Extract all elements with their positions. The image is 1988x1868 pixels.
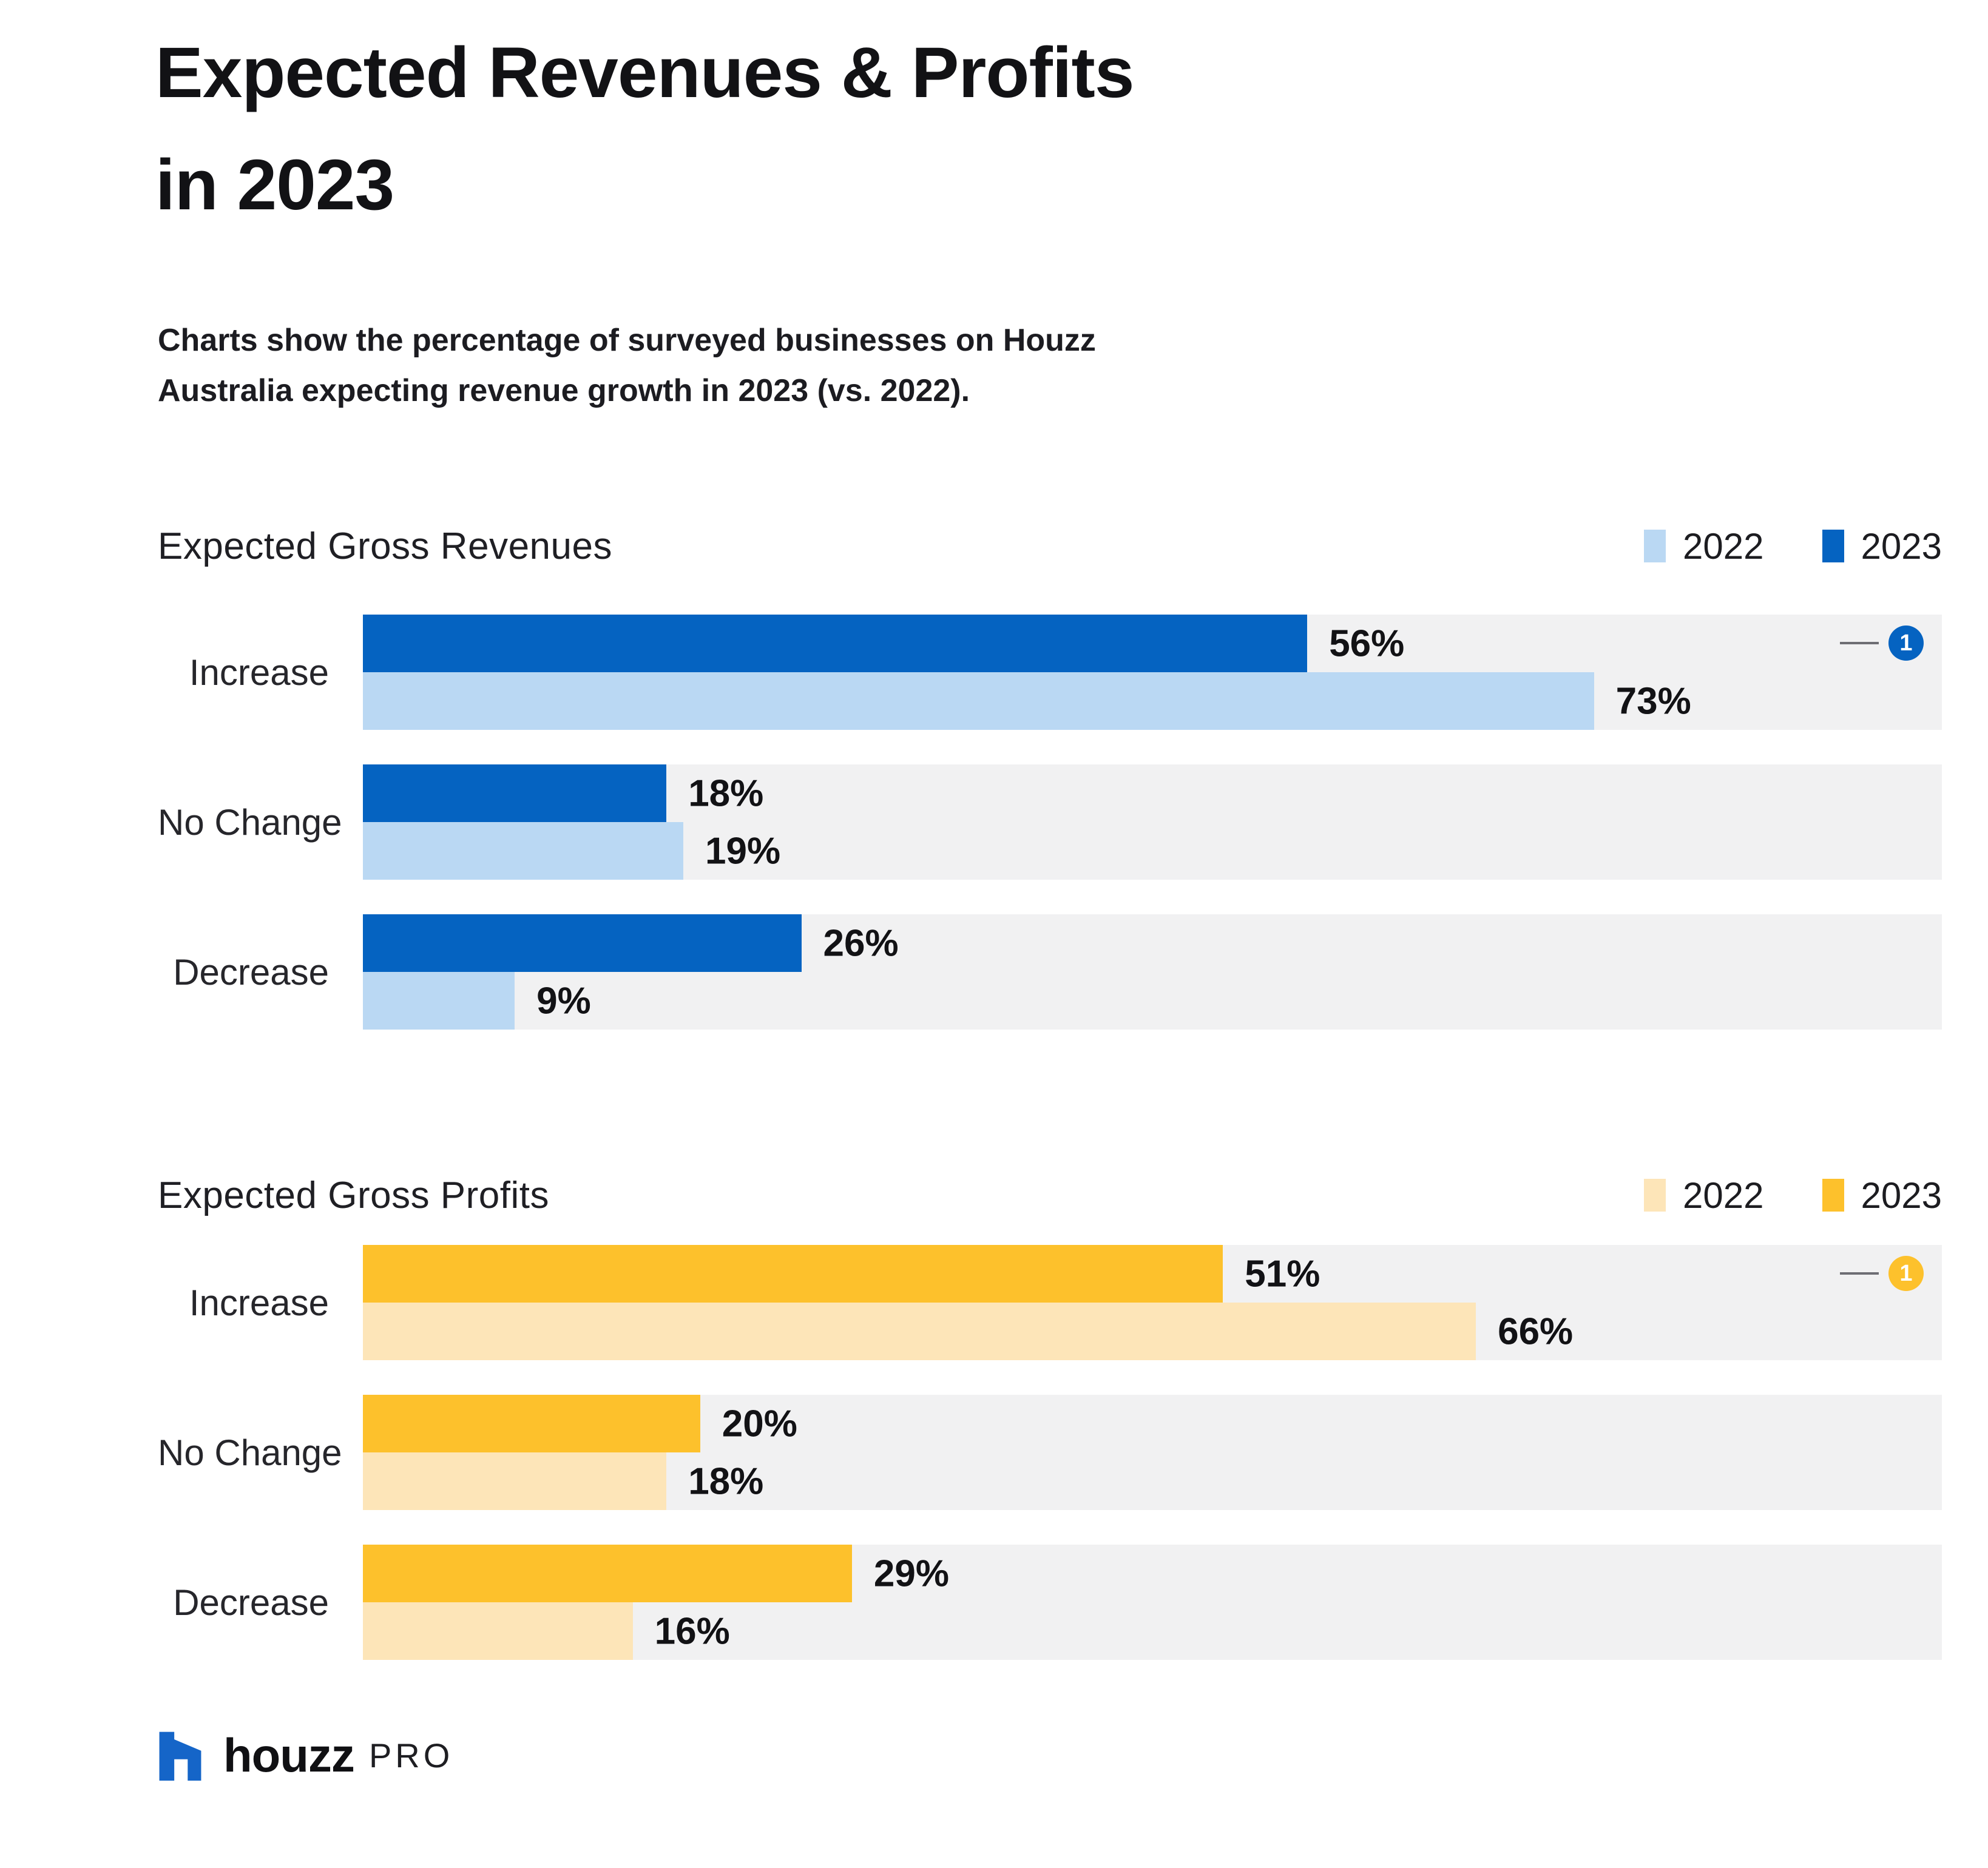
value-label: 73% <box>1615 680 1691 722</box>
bar-track: 51% 66% 1 <box>363 1245 1942 1360</box>
value-label: 26% <box>823 922 899 964</box>
houzz-pro-logo: houzz PRO <box>155 1728 453 1783</box>
bar-track: 20% 18% <box>363 1395 1942 1510</box>
annotation-marker: 1 <box>1840 625 1924 661</box>
bar-2023: 51% <box>363 1245 1320 1303</box>
category-label: Increase <box>189 652 329 693</box>
bar-2022: 9% <box>363 972 591 1030</box>
value-label: 56% <box>1329 622 1405 664</box>
bar-track: 26% 9% <box>363 914 1942 1030</box>
annotation-number-badge: 1 <box>1888 625 1924 661</box>
chart-row-increase: Increase 56% 73% 1 <box>158 615 1942 730</box>
revenues-section-header: Expected Gross Revenues 2022 2023 <box>158 522 1942 570</box>
bar-2022: 18% <box>363 1452 763 1510</box>
category-label: No Change <box>158 1432 342 1473</box>
bar-2023: 56% <box>363 615 1404 672</box>
annotation-number-badge: 1 <box>1888 1256 1924 1291</box>
category-label: Increase <box>189 1282 329 1323</box>
category-label: Decrease <box>173 1582 329 1623</box>
legend-swatch <box>1822 530 1844 562</box>
value-label: 66% <box>1498 1310 1574 1352</box>
page-subtitle: Charts show the percentage of surveyed b… <box>158 323 1096 409</box>
legend-label: 2022 <box>1683 525 1764 567</box>
bar-2023: 29% <box>363 1545 949 1602</box>
legend-label: 2023 <box>1861 1175 1942 1216</box>
value-label: 51% <box>1245 1253 1320 1295</box>
chart-row-increase: Increase 51% 66% 1 <box>158 1245 1942 1360</box>
value-label: 20% <box>722 1403 797 1445</box>
value-label: 19% <box>705 830 781 872</box>
value-label: 29% <box>873 1553 949 1594</box>
legend-label: 2023 <box>1861 525 1942 567</box>
legend-item-2023: 2023 <box>1822 1175 1942 1216</box>
houzz-house-icon <box>159 1731 201 1781</box>
value-label: 18% <box>688 772 764 814</box>
logo-brand-text: houzz <box>223 1728 355 1782</box>
annotation-dash <box>1840 1272 1879 1275</box>
page-title: Expected Revenues & Profits in 2023 <box>155 33 1134 226</box>
bar-2022: 19% <box>363 822 780 880</box>
legend-swatch <box>1644 1179 1666 1212</box>
revenues-chart-rows: Increase 56% 73% 1 No Change 18% 19% Decrease 26… <box>158 615 1942 1030</box>
legend-item-2023: 2023 <box>1822 525 1942 567</box>
bar-track: 29% 16% <box>363 1545 1942 1660</box>
bar-2022: 73% <box>363 672 1691 730</box>
chart-row-no-change: No Change 18% 19% <box>158 764 1942 880</box>
chart-row-decrease: Decrease 29% 16% <box>158 1545 1942 1660</box>
bar-2023: 26% <box>363 914 899 972</box>
profits-section-header: Expected Gross Profits 2022 2023 <box>158 1171 1942 1219</box>
bar-2023: 20% <box>363 1395 797 1452</box>
annotation-marker: 1 <box>1840 1256 1924 1291</box>
legend-swatch <box>1644 530 1666 562</box>
profits-chart-rows: Increase 51% 66% 1 No Change 20% 18% Decrease 29… <box>158 1245 1942 1660</box>
revenues-chart-title: Expected Gross Revenues <box>158 525 612 567</box>
revenues-legend: 2022 2023 <box>1644 525 1942 567</box>
legend-item-2022: 2022 <box>1644 1175 1764 1216</box>
bar-track: 56% 73% 1 <box>363 615 1942 730</box>
category-label: No Change <box>158 801 342 843</box>
bar-2022: 16% <box>363 1602 730 1660</box>
value-label: 18% <box>688 1460 764 1502</box>
profits-legend: 2022 2023 <box>1644 1175 1942 1216</box>
value-label: 9% <box>536 980 591 1022</box>
profits-chart-title: Expected Gross Profits <box>158 1174 550 1216</box>
logo-pro-text: PRO <box>368 1736 454 1775</box>
bar-2023: 18% <box>363 764 763 822</box>
legend-swatch <box>1822 1179 1844 1212</box>
bar-2022: 66% <box>363 1303 1573 1360</box>
chart-row-no-change: No Change 20% 18% <box>158 1395 1942 1510</box>
legend-item-2022: 2022 <box>1644 525 1764 567</box>
bar-track: 18% 19% <box>363 764 1942 880</box>
legend-label: 2022 <box>1683 1175 1764 1216</box>
chart-row-decrease: Decrease 26% 9% <box>158 914 1942 1030</box>
annotation-dash <box>1840 642 1879 644</box>
category-label: Decrease <box>173 951 329 993</box>
value-label: 16% <box>654 1610 730 1652</box>
